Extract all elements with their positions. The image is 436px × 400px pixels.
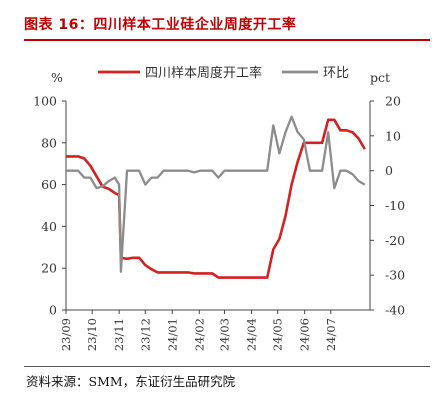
x-tick-label: 23/11: [112, 318, 126, 351]
x-tick-label: 24/05: [271, 318, 285, 351]
left-tick-label: 60: [41, 177, 57, 192]
left-axis-unit: %: [51, 70, 63, 85]
x-tick-label: 23/12: [138, 318, 152, 351]
right-tick-label: 20: [385, 94, 401, 109]
left-tick-label: 40: [41, 219, 57, 234]
legend-label: 四川样本周度开工率: [145, 65, 262, 81]
operating-rate-line: [66, 118, 366, 279]
source-note: 资料来源：SMM，东证衍生品研究院: [26, 374, 236, 389]
x-tick-label: 24/04: [245, 318, 259, 351]
chart-title-bar: 图表 16：四川样本工业硅企业周度开工率: [0, 0, 436, 41]
left-tick-label: 20: [41, 261, 57, 276]
x-tick-label: 23/09: [59, 318, 73, 351]
legend-label: 环比: [323, 66, 349, 81]
source-divider: [24, 366, 430, 367]
right-tick-label: -30: [385, 268, 405, 283]
x-tick-label: 24/02: [192, 318, 206, 351]
wow-change-line: [66, 115, 366, 273]
left-tick-label: 80: [41, 135, 57, 150]
x-tick-label: 23/10: [85, 318, 99, 351]
x-tick-label: 24/07: [324, 318, 338, 351]
right-tick-label: -10: [385, 198, 405, 213]
x-tick-label: 24/01: [165, 318, 179, 351]
right-axis-unit: pct: [370, 70, 390, 85]
chart-title: 图表 16：四川样本工业硅企业周度开工率: [24, 17, 297, 33]
left-tick-label: 100: [33, 94, 57, 109]
right-tick-label: -40: [385, 303, 405, 318]
line-chart: 0 20 40 60 80 100 -40 -30 -20 -10 0 10 20% pct 23/09 23…: [33, 65, 405, 351]
title-underline: [24, 39, 430, 41]
left-tick-label: 0: [49, 303, 57, 318]
x-tick-label: 24/06: [298, 318, 312, 351]
right-tick-label: 10: [385, 128, 401, 143]
right-tick-label: 0: [385, 163, 393, 178]
x-tick-label: 24/03: [218, 318, 232, 351]
right-tick-label: -20: [385, 233, 405, 248]
